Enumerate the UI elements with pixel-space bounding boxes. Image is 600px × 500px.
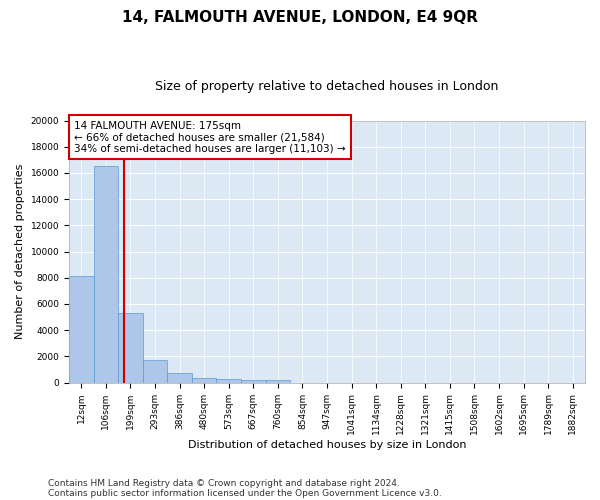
Bar: [69, 276, 94, 382]
Text: 14 FALMOUTH AVENUE: 175sqm
← 66% of detached houses are smaller (21,584)
34% of : 14 FALMOUTH AVENUE: 175sqm ← 66% of deta…: [74, 120, 346, 154]
Bar: [143, 360, 167, 382]
Bar: [217, 379, 241, 382]
Bar: [167, 374, 192, 382]
Text: Contains HM Land Registry data © Crown copyright and database right 2024.: Contains HM Land Registry data © Crown c…: [48, 478, 400, 488]
Bar: [118, 313, 143, 382]
Bar: [241, 380, 266, 382]
Text: 14, FALMOUTH AVENUE, LONDON, E4 9QR: 14, FALMOUTH AVENUE, LONDON, E4 9QR: [122, 10, 478, 25]
Text: Contains public sector information licensed under the Open Government Licence v3: Contains public sector information licen…: [48, 488, 442, 498]
Bar: [94, 166, 118, 382]
Title: Size of property relative to detached houses in London: Size of property relative to detached ho…: [155, 80, 499, 93]
Bar: [266, 380, 290, 382]
X-axis label: Distribution of detached houses by size in London: Distribution of detached houses by size …: [188, 440, 466, 450]
Y-axis label: Number of detached properties: Number of detached properties: [15, 164, 25, 340]
Bar: [192, 378, 217, 382]
